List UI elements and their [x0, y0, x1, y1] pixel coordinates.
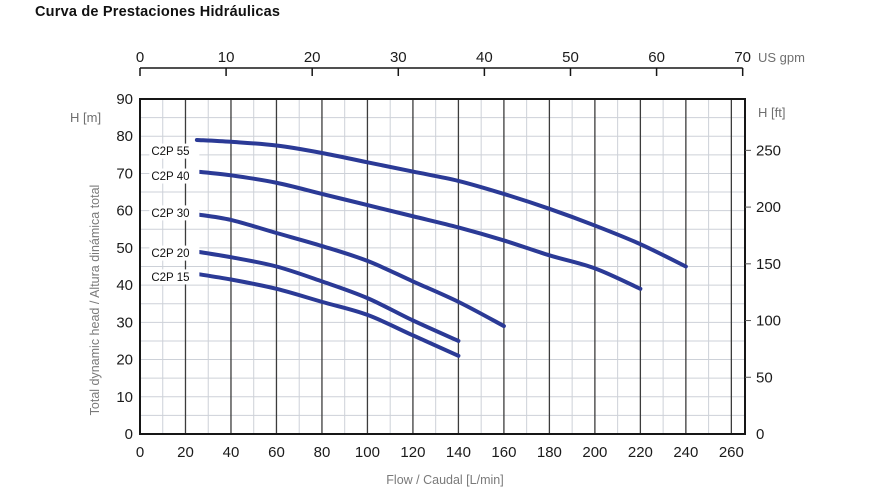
- bottom-axis-tick-label: 100: [355, 444, 380, 461]
- pump-curve-c2p-15: [194, 271, 461, 358]
- top-axis-us-gpm: 0 10 20 30 40 50 60 70: [136, 49, 751, 76]
- bottom-axis-tick-label: 160: [491, 444, 516, 461]
- bottom-axis-tick-label: 60: [268, 444, 285, 461]
- right-axis-tick-label: 250: [756, 142, 781, 159]
- right-axis-tick-label: 100: [756, 313, 781, 330]
- pump-curves: [194, 137, 688, 358]
- right-axis-tick-label: 150: [756, 256, 781, 273]
- top-axis-tick-label: 60: [648, 49, 665, 66]
- curve-label: C2P 55: [151, 146, 189, 158]
- left-axis-tick-label: 60: [116, 203, 133, 220]
- top-axis-tick-label: 10: [218, 49, 235, 66]
- y-axis-title: Total dynamic head / Altura dinámica tot…: [88, 185, 102, 416]
- left-axis-tick-label: 50: [116, 240, 133, 257]
- curve-label-bg: [149, 168, 200, 184]
- left-axis-tick-label: 40: [116, 277, 133, 294]
- curve-label-bg: [149, 269, 200, 285]
- bottom-axis-tick-label: 80: [314, 444, 331, 461]
- right-axis-tick-label: 50: [756, 369, 773, 386]
- left-axis-tick-label: 70: [116, 165, 133, 182]
- left-axis-tick-label: 20: [116, 352, 133, 369]
- bottom-axis-tick-label: 200: [582, 444, 607, 461]
- pump-curve-c2p-20: [194, 249, 461, 343]
- plot-border: [139, 98, 746, 435]
- right-axis-feet: 250 200 150 100 50 0: [745, 142, 781, 443]
- left-axis-tick-label: 10: [116, 389, 133, 406]
- top-axis-tick-label: 50: [562, 49, 579, 66]
- curve-label-bg: [149, 245, 200, 261]
- curve-label: C2P 40: [151, 171, 189, 183]
- left-axis-tick-label: 90: [116, 91, 133, 108]
- right-axis-tick-label: 200: [756, 199, 781, 216]
- top-axis-tick-label: 40: [476, 49, 493, 66]
- curve-label: C2P 20: [151, 248, 189, 260]
- top-axis-tick-label: 70: [734, 49, 751, 66]
- left-axis-tick-label: 0: [125, 426, 133, 443]
- pump-curve-c2p-55: [194, 137, 688, 269]
- left-axis-meters: 90 80 70 60 50 40 30 20 10 0: [116, 91, 133, 443]
- top-axis-tick-label: 30: [390, 49, 407, 66]
- curve-label: C2P 15: [151, 272, 189, 284]
- pump-curve-c2p-40: [194, 169, 643, 291]
- top-axis-tick-label: 20: [304, 49, 321, 66]
- top-axis-tick-label: 0: [136, 49, 144, 66]
- bottom-axis-tick-label: 0: [136, 444, 144, 461]
- curve-label-bg: [149, 143, 200, 159]
- left-axis-tick-label: 30: [116, 314, 133, 331]
- curve-label: C2P 30: [151, 208, 189, 220]
- bottom-axis-tick-label: 20: [177, 444, 194, 461]
- bottom-axis-tick-label: 40: [223, 444, 240, 461]
- pump-curve-c2p-30: [194, 212, 506, 329]
- right-axis-unit-label: H [ft]: [758, 105, 785, 120]
- page-title: Curva de Prestaciones Hidráulicas: [35, 4, 281, 20]
- top-axis-unit-label: US gpm: [758, 50, 805, 65]
- bottom-axis-tick-label: 140: [446, 444, 471, 461]
- curve-labels: C2P 55 C2P 40 C2P 30 C2P 20 C2P 15: [149, 143, 200, 285]
- left-axis-tick-label: 80: [116, 128, 133, 145]
- bottom-axis-tick-label: 240: [673, 444, 698, 461]
- plot-frame: [139, 98, 746, 435]
- left-axis-unit-label: H [m]: [70, 110, 101, 125]
- bottom-axis-tick-label: 120: [400, 444, 425, 461]
- bottom-axis-tick-label: 260: [719, 444, 744, 461]
- bottom-axis-lmin: 0 20 40 60 80 100 120 140 160 180 200 220 240 260: [136, 444, 744, 461]
- x-axis-title: Flow / Caudal [L/min]: [386, 473, 503, 487]
- right-axis-tick-label: 0: [756, 426, 764, 443]
- bottom-axis-tick-label: 220: [628, 444, 653, 461]
- curve-label-bg: [149, 205, 200, 221]
- bottom-axis-tick-label: 180: [537, 444, 562, 461]
